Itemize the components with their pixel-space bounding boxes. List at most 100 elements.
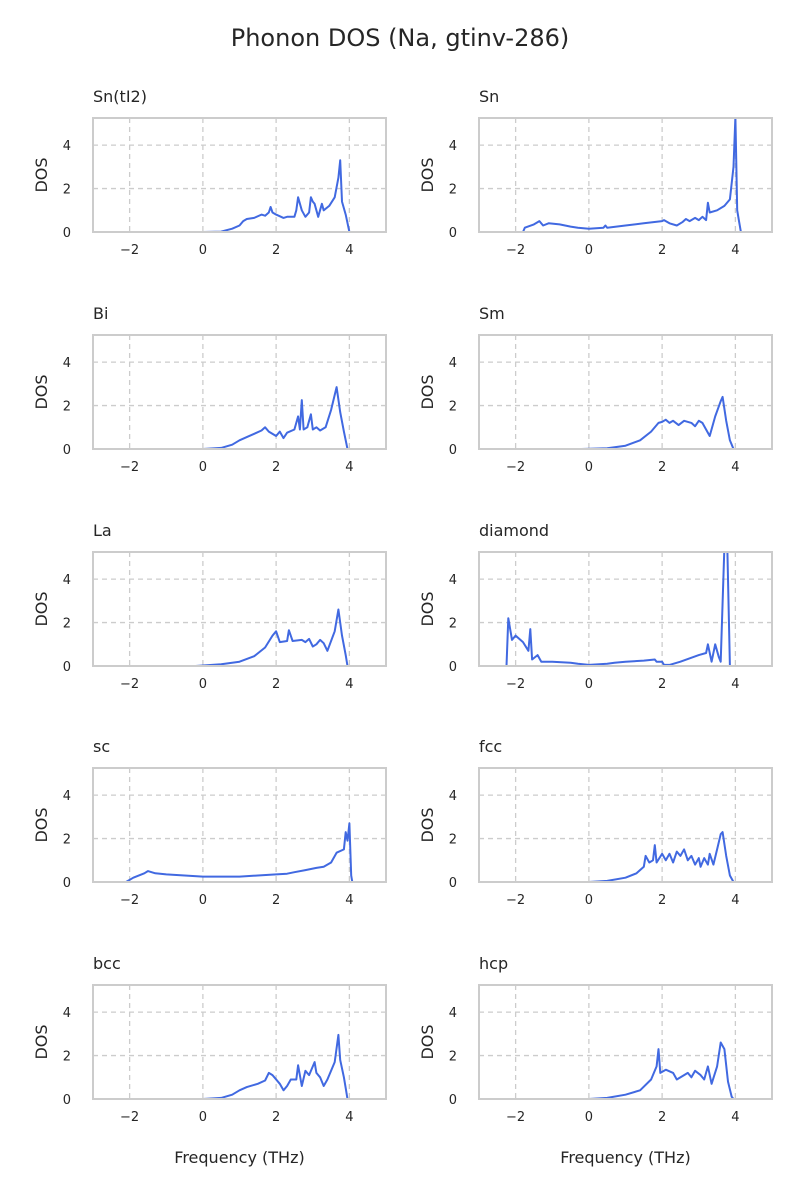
x-tick-label: 0 [199, 460, 207, 475]
y-axis-label: DOS [32, 807, 51, 842]
y-axis-label: DOS [32, 374, 51, 409]
y-tick-label: 2 [63, 400, 71, 415]
subplot-title: diamond [479, 521, 549, 540]
y-tick-label: 2 [449, 617, 457, 632]
y-tick-label: 4 [449, 573, 457, 588]
x-tick-label: 2 [658, 893, 666, 908]
x-tick-label: 4 [731, 460, 739, 475]
x-tick-label: −2 [506, 460, 525, 475]
x-tick-label: 2 [658, 460, 666, 475]
y-tick-label: 0 [63, 443, 71, 458]
x-tick-label: 4 [345, 893, 353, 908]
subplot-0: −2 0 2 4 0 2 4 Sn(tI2) DOS [32, 87, 387, 258]
dos-line [588, 831, 735, 882]
subplot-9: −2 0 2 4 0 2 4 hcp DOS Frequency (THz) [418, 954, 773, 1167]
axes-frame [92, 117, 387, 233]
x-tick-label: 2 [658, 243, 666, 258]
y-tick-label: 0 [63, 1093, 71, 1108]
axes-frame [478, 117, 773, 233]
x-tick-label: 2 [272, 893, 280, 908]
y-tick-label: 2 [449, 1050, 457, 1065]
dos-line [202, 1033, 349, 1099]
x-axis-label: Frequency (THz) [560, 1148, 690, 1167]
axes-frame [92, 984, 387, 1100]
dos-line [486, 552, 750, 666]
y-tick-label: 2 [63, 833, 71, 848]
y-axis-label: DOS [32, 157, 51, 192]
y-tick-label: 0 [449, 1093, 457, 1108]
x-tick-label: −2 [120, 243, 139, 258]
subplot-4: −2 0 2 4 0 2 4 La DOS [32, 521, 387, 692]
x-tick-label: 4 [345, 1110, 353, 1125]
subplot-3: −2 0 2 4 0 2 4 Sm DOS [418, 304, 773, 475]
y-tick-label: 0 [449, 660, 457, 675]
y-tick-label: 4 [449, 139, 457, 154]
subplot-title: La [93, 521, 112, 540]
dos-line [581, 395, 735, 449]
x-tick-label: 4 [345, 243, 353, 258]
axes-frame [92, 767, 387, 883]
x-tick-label: 0 [585, 460, 593, 475]
y-tick-label: 4 [63, 573, 71, 588]
y-tick-label: 0 [63, 226, 71, 241]
y-axis-label: DOS [32, 591, 51, 626]
dos-line [588, 1041, 735, 1099]
y-tick-label: 2 [63, 617, 71, 632]
subplot-6: −2 0 2 4 0 2 4 sc DOS [32, 737, 387, 908]
subplot-title: Sn(tI2) [93, 87, 147, 106]
x-tick-label: 0 [585, 1110, 593, 1125]
x-tick-label: −2 [506, 1110, 525, 1125]
axes-frame [92, 334, 387, 450]
x-tick-label: −2 [120, 677, 139, 692]
x-tick-label: 0 [199, 893, 207, 908]
y-tick-label: 4 [63, 356, 71, 371]
y-tick-label: 0 [449, 226, 457, 241]
x-tick-label: −2 [506, 893, 525, 908]
y-tick-label: 4 [63, 139, 71, 154]
axes-frame [478, 984, 773, 1100]
axes-frame [478, 767, 773, 883]
y-tick-label: 4 [449, 1006, 457, 1021]
subplot-title: bcc [93, 954, 121, 973]
x-tick-label: 4 [731, 893, 739, 908]
x-axis-label: Frequency (THz) [174, 1148, 304, 1167]
x-tick-label: 2 [272, 460, 280, 475]
y-tick-label: 0 [63, 876, 71, 891]
y-tick-label: 2 [63, 1050, 71, 1065]
subplot-title: hcp [479, 954, 508, 973]
y-tick-label: 4 [449, 789, 457, 804]
y-tick-label: 4 [63, 789, 71, 804]
subplot-5: −2 0 2 4 0 2 4 diamond DOS [418, 521, 773, 692]
axes-frame [92, 551, 387, 667]
y-tick-label: 0 [449, 876, 457, 891]
x-tick-label: 2 [272, 243, 280, 258]
x-tick-label: 0 [585, 677, 593, 692]
subplot-title: sc [93, 737, 110, 756]
dos-line [202, 159, 351, 232]
x-tick-label: −2 [506, 243, 525, 258]
y-tick-label: 2 [449, 183, 457, 198]
dos-line [202, 386, 349, 449]
x-tick-label: −2 [120, 893, 139, 908]
y-axis-label: DOS [418, 374, 437, 409]
x-tick-label: 2 [272, 1110, 280, 1125]
y-tick-label: 2 [449, 400, 457, 415]
subplot-7: −2 0 2 4 0 2 4 fcc DOS [418, 737, 773, 908]
x-tick-label: 0 [199, 677, 207, 692]
x-tick-label: 0 [199, 243, 207, 258]
x-tick-label: −2 [120, 460, 139, 475]
y-axis-label: DOS [418, 157, 437, 192]
y-tick-label: 0 [63, 660, 71, 675]
subplot-8: −2 0 2 4 0 2 4 bcc DOS Frequency (THz) [32, 954, 387, 1167]
y-tick-label: 4 [63, 1006, 71, 1021]
y-tick-label: 2 [63, 183, 71, 198]
y-axis-label: DOS [418, 807, 437, 842]
x-tick-label: 4 [345, 677, 353, 692]
subplot-1: −2 0 2 4 0 2 4 Sn DOS [418, 87, 773, 258]
subplot-title: Bi [93, 304, 108, 323]
x-tick-label: 0 [585, 243, 593, 258]
dos-line [522, 118, 742, 232]
axes-frame [478, 551, 773, 667]
x-tick-label: 0 [199, 1110, 207, 1125]
